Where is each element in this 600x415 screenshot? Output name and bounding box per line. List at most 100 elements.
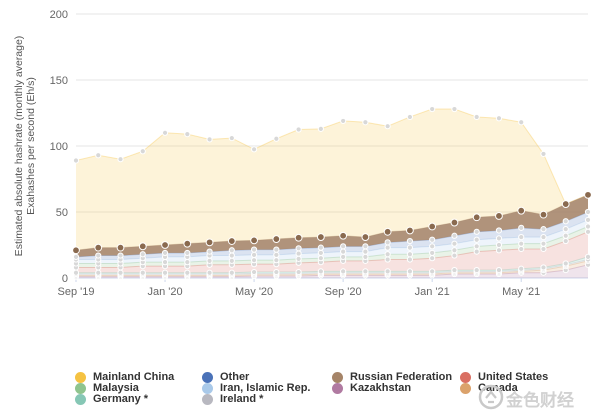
point-other xyxy=(473,228,480,235)
x-tick-label: Sep '20 xyxy=(325,286,362,298)
point-russian-federation xyxy=(517,206,526,215)
area-russian-federation-highlight xyxy=(76,194,588,257)
point-malaysia xyxy=(384,251,391,258)
y-axis-title: Estimated absolute hashrate (monthly ave… xyxy=(13,36,25,257)
point-other xyxy=(362,243,369,250)
legend-item-germany[interactable]: Germany * xyxy=(75,392,148,406)
point-united-states xyxy=(451,252,458,259)
point-russian-federation xyxy=(361,233,370,241)
area-kazakhstan xyxy=(76,264,588,278)
point-germany xyxy=(295,268,302,276)
point-germany xyxy=(139,269,146,276)
legend-item-iran[interactable]: Iran, Islamic Rep. xyxy=(202,381,310,395)
point-united-states xyxy=(429,255,436,262)
point-russian-federation xyxy=(472,213,481,222)
series-line-iran-islamic-rep xyxy=(76,219,589,261)
legend-marker xyxy=(75,382,86,394)
point-iran-islamic-rep xyxy=(273,251,280,258)
point-other xyxy=(206,248,213,255)
legend-label: Mainland China xyxy=(93,371,175,383)
point-other xyxy=(117,252,124,259)
point-germany xyxy=(117,269,124,276)
point-germany xyxy=(562,260,569,267)
point-iran-islamic-rep xyxy=(295,250,302,257)
point-mainland-china xyxy=(540,150,547,158)
point-other xyxy=(317,244,324,251)
hashrate-area-chart: 0 50 100 150 200 Sep '19 Jan '20 May '20 Sep '20… xyxy=(13,9,592,298)
point-germany xyxy=(184,269,191,276)
legend-label: Iran, Islamic Rep. xyxy=(220,382,311,394)
legend-item-kazakhstan[interactable]: Kazakhstan xyxy=(332,381,411,395)
series-line-germany xyxy=(76,256,589,274)
point-iran-islamic-rep xyxy=(384,244,391,251)
legend-label: Kazakhstan xyxy=(350,382,412,394)
point-russian-federation xyxy=(138,242,147,251)
x-tick-label: Jan '21 xyxy=(415,286,450,298)
point-germany xyxy=(540,264,547,271)
point-germany xyxy=(228,269,235,276)
point-iran-islamic-rep xyxy=(451,240,458,247)
legend-marker xyxy=(460,371,471,383)
point-other xyxy=(540,226,547,233)
legend-item-other[interactable]: Other xyxy=(202,370,249,384)
point-germany xyxy=(584,253,592,260)
point-germany xyxy=(317,268,324,275)
point-germany xyxy=(72,269,80,276)
point-mainland-china xyxy=(206,136,213,143)
point-russian-federation xyxy=(116,243,125,252)
point-united-states xyxy=(473,248,480,255)
point-united-states xyxy=(518,245,525,253)
point-germany xyxy=(362,268,369,275)
y-tick-label: 150 xyxy=(50,75,68,87)
point-malaysia xyxy=(184,259,191,266)
legend-item-mainland-china[interactable]: Mainland China xyxy=(75,370,174,384)
point-iran-islamic-rep xyxy=(317,249,324,257)
watermark-logo-icon xyxy=(478,384,504,410)
point-russian-federation xyxy=(294,233,303,242)
point-mainland-china xyxy=(317,125,324,132)
legend-item-malaysia[interactable]: Malaysia xyxy=(75,381,139,395)
point-germany xyxy=(95,269,102,276)
point-other xyxy=(250,246,258,253)
point-united-states xyxy=(562,237,569,245)
point-other xyxy=(406,237,414,245)
area-ireland xyxy=(76,259,588,276)
point-malaysia xyxy=(473,243,480,250)
point-other xyxy=(72,253,80,260)
y-axis-title: Exahashes per second (Eh/s) xyxy=(25,77,37,215)
legend-marker xyxy=(332,382,343,394)
legend-marker xyxy=(202,393,213,405)
legend-item-russian-federation[interactable]: Russian Federation xyxy=(332,370,452,384)
point-other xyxy=(228,247,235,254)
point-malaysia xyxy=(429,249,436,257)
legend-label: Other xyxy=(220,371,250,383)
series-line-ireland xyxy=(76,259,589,275)
point-united-states xyxy=(384,256,391,263)
point-mainland-china xyxy=(161,129,169,136)
point-malaysia xyxy=(161,259,169,266)
point-russian-federation xyxy=(428,222,437,231)
legend-marker xyxy=(202,371,213,383)
point-malaysia xyxy=(362,253,369,260)
point-russian-federation xyxy=(450,218,459,227)
area-united-states xyxy=(76,231,588,273)
point-mainland-china xyxy=(273,135,280,142)
point-malaysia xyxy=(584,223,592,230)
legend-item-ireland[interactable]: Ireland * xyxy=(202,392,263,406)
point-mainland-china xyxy=(406,113,414,121)
point-mainland-china xyxy=(295,126,302,133)
legend-label: Malaysia xyxy=(93,382,139,394)
point-mainland-china xyxy=(340,117,347,125)
point-other xyxy=(273,246,280,253)
series-line-mainland-china xyxy=(75,108,589,205)
point-germany xyxy=(340,268,347,275)
x-tick-label: May '20 xyxy=(235,286,273,298)
point-malaysia xyxy=(340,253,347,260)
legend-item-united-states[interactable]: United States xyxy=(460,370,548,384)
point-other xyxy=(340,243,347,250)
point-mainland-china xyxy=(250,146,258,153)
point-malaysia xyxy=(295,255,302,262)
x-tick-label: May '21 xyxy=(502,286,540,298)
point-russian-federation xyxy=(495,212,503,220)
point-mainland-china xyxy=(384,123,391,130)
